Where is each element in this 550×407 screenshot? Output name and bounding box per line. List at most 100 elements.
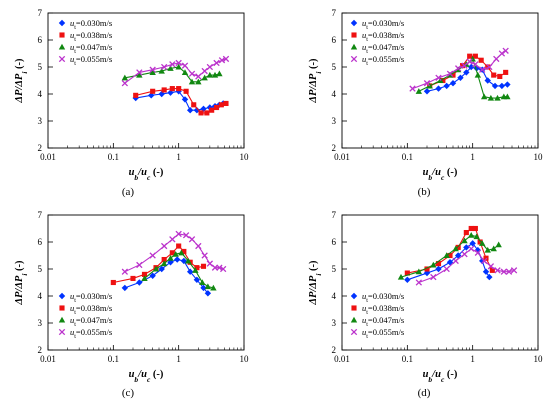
data-point	[435, 85, 442, 92]
data-point	[110, 279, 116, 286]
data-point	[121, 284, 129, 292]
data-point	[188, 70, 196, 77]
y-tick-label: 4	[38, 89, 43, 99]
y-tick-label: 5	[332, 62, 337, 72]
data-point	[201, 74, 208, 81]
x-tick-label: 0.01	[334, 354, 350, 364]
data-point	[167, 255, 174, 261]
series-4	[121, 230, 227, 275]
x-axis-label: ub/uc (-)	[423, 167, 458, 182]
legend-label: ut=0.047m/s	[362, 42, 404, 55]
data-point	[121, 268, 129, 275]
legend-label: ut=0.055m/s	[70, 327, 112, 340]
x-tick-label: 10	[240, 354, 250, 364]
legend-label: ut=0.055m/s	[70, 54, 112, 67]
data-point	[478, 57, 484, 63]
data-point	[181, 248, 187, 255]
legend: ut=0.030m/sut=0.038m/sut=0.047m/sut=0.05…	[350, 18, 404, 67]
x-tick-label: 1	[176, 354, 181, 364]
data-point	[193, 276, 201, 283]
legend-marker	[59, 305, 65, 311]
x-axis-label: ub/uc (-)	[423, 369, 458, 384]
data-point	[490, 245, 497, 252]
data-point	[452, 257, 459, 265]
data-point	[415, 279, 423, 286]
legend-label: ut=0.047m/s	[70, 315, 112, 328]
y-tick-label: 5	[38, 62, 43, 72]
x-tick-label: 1	[470, 354, 475, 364]
data-point	[178, 249, 185, 256]
data-point	[160, 260, 168, 267]
data-point	[206, 260, 214, 267]
data-point	[192, 267, 199, 273]
data-point	[443, 265, 450, 273]
data-point	[423, 88, 431, 95]
data-point	[136, 279, 143, 286]
data-point	[149, 272, 156, 279]
data-point	[463, 229, 469, 236]
legend-label: ut=0.030m/s	[70, 18, 112, 31]
data-point	[467, 53, 473, 59]
series-1	[404, 240, 493, 283]
data-point	[200, 284, 207, 292]
y-tick-label: 4	[332, 291, 337, 301]
data-point	[149, 252, 156, 259]
data-point	[222, 55, 230, 63]
data-point	[415, 268, 423, 275]
data-point	[498, 50, 506, 57]
data-point	[182, 232, 190, 239]
data-point	[181, 69, 189, 75]
y-axis-label: ΔP/ΔPi (-)	[308, 58, 323, 104]
y-axis-label: ΔP/ΔPi (-)	[14, 260, 29, 306]
x-tick-label: 10	[240, 152, 250, 162]
data-point	[130, 275, 136, 282]
x-tick-label: 1	[470, 152, 475, 162]
data-point	[172, 250, 179, 257]
x-axis-label: ub/uc (-)	[129, 167, 164, 182]
data-point	[158, 67, 165, 74]
data-point	[494, 94, 501, 101]
data-point	[136, 261, 143, 269]
data-point	[484, 246, 491, 253]
data-point	[449, 80, 457, 87]
data-point	[404, 270, 410, 276]
data-point	[218, 57, 226, 64]
data-point	[150, 88, 156, 94]
data-point	[473, 233, 480, 240]
data-point	[161, 256, 167, 263]
panel-caption: (c)	[122, 387, 135, 399]
data-point	[183, 88, 189, 94]
chart-panel-a: 0.01 0.1 1 10 2 3 4 5 6 7 ub/uc (-) ΔP/ΔPi (-) ut=0.…	[14, 8, 249, 198]
data-point	[206, 63, 214, 71]
data-point	[454, 65, 462, 72]
data-point	[175, 63, 182, 70]
legend-marker	[58, 55, 66, 63]
y-tick-label: 7	[332, 8, 337, 18]
data-point	[498, 82, 506, 90]
x-tick-label: 0.1	[402, 152, 413, 162]
data-point	[199, 279, 206, 286]
data-point	[435, 261, 442, 267]
data-point	[195, 242, 202, 250]
series-4	[415, 245, 518, 286]
data-point	[491, 72, 497, 78]
data-point	[174, 256, 181, 263]
x-tick-label: 0.01	[40, 354, 56, 364]
legend-label: ut=0.038m/s	[70, 30, 112, 43]
data-point	[133, 92, 139, 98]
plot-frame	[341, 12, 539, 149]
data-point	[204, 283, 212, 290]
chart-panel-c: 0.01 0.1 1 10 2 3 4 5 6 7 ub/uc (-) ΔP/ΔPi (-) ut=0.…	[14, 210, 249, 399]
legend-marker	[58, 328, 66, 336]
panel-caption: (b)	[418, 186, 431, 198]
data-point	[195, 73, 202, 80]
y-tick-label: 2	[332, 345, 337, 355]
y-tick-label: 5	[332, 264, 337, 274]
data-point	[472, 53, 478, 59]
data-point	[450, 72, 456, 78]
data-point	[480, 93, 488, 100]
legend-marker	[350, 328, 358, 336]
plot-frame	[341, 214, 539, 351]
data-point	[216, 264, 223, 271]
